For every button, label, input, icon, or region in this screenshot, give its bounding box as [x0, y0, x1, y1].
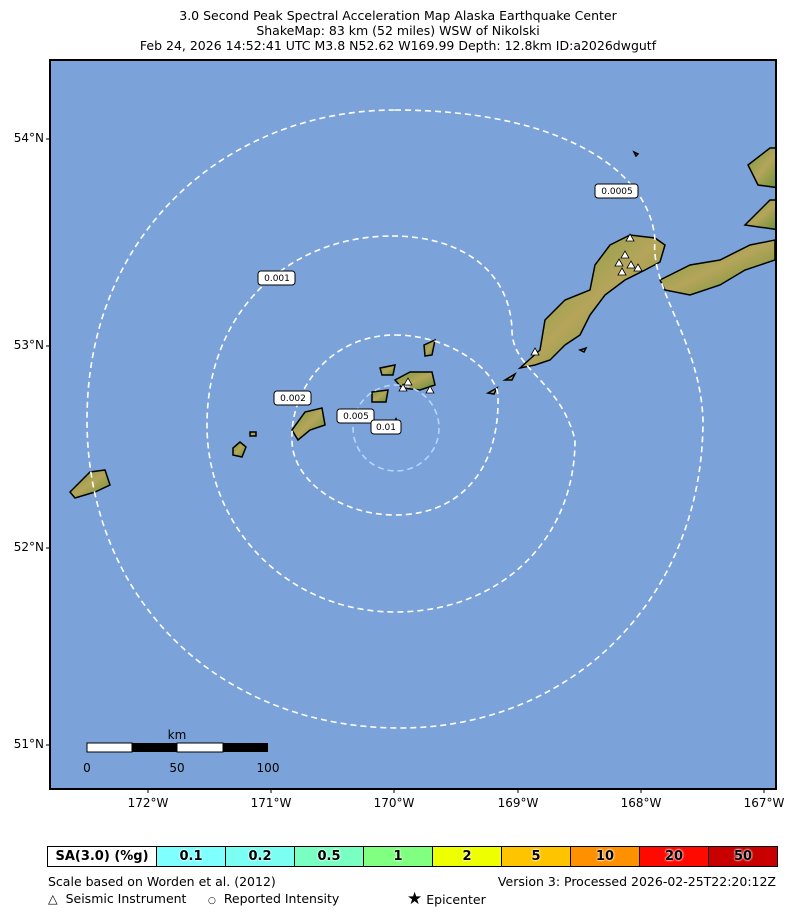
- contour-label: 0.005: [343, 412, 369, 422]
- version-note: Version 3: Processed 2026-02-25T22:20:12…: [497, 874, 776, 889]
- lon-tick: 168°W: [620, 796, 662, 810]
- contour-label: 0.002: [280, 394, 306, 404]
- ocean: [51, 61, 775, 788]
- seismic-instrument-label: Seismic Instrument: [65, 891, 187, 906]
- svg-text:km: km: [168, 728, 187, 742]
- svg-text:0: 0: [83, 761, 91, 775]
- legend-bin: 2: [432, 847, 501, 866]
- seismic-stations: [398, 233, 643, 394]
- legend-bin: 50: [708, 847, 777, 866]
- lat-tick: 53°N: [13, 338, 44, 352]
- title-line-3: Feb 24, 2026 14:52:41 UTC M3.8 N52.62 W1…: [139, 38, 657, 53]
- contour-label: 0.01: [376, 423, 396, 433]
- scale-note: Scale based on Worden et al. (2012): [48, 874, 276, 889]
- legend-bin: 10: [570, 847, 639, 866]
- svg-text:50: 50: [169, 761, 184, 775]
- legend-bin: 1: [363, 847, 432, 866]
- legend-bin: 5: [501, 847, 570, 866]
- title-line-1: 3.0 Second Peak Spectral Acceleration Ma…: [179, 8, 617, 23]
- lat-tick: 52°N: [13, 540, 44, 554]
- intensity-legend: SA(3.0) (%g) 0.1 0.2 0.5 1 2 5 10 20 50: [47, 846, 778, 867]
- legend-bin: 0.1: [156, 847, 225, 866]
- lon-tick: 171°W: [250, 796, 292, 810]
- scale-bar: km 0 50 100: [83, 728, 279, 775]
- contour-0.005: [352, 384, 440, 472]
- circle-icon: ○: [208, 896, 216, 906]
- triangle-icon: △: [48, 891, 58, 906]
- legend-bin: 20: [639, 847, 708, 866]
- star-icon: ★: [407, 889, 423, 909]
- contour-label: 0.0005: [601, 187, 633, 197]
- lon-tick: 167°W: [743, 796, 785, 810]
- lon-tick: 172°W: [127, 796, 169, 810]
- contours: [86, 109, 704, 729]
- map-frame: [49, 59, 777, 790]
- lon-tick: 170°W: [373, 796, 415, 810]
- legend-label: SA(3.0) (%g): [48, 847, 156, 866]
- contour-label: 0.001: [264, 274, 290, 284]
- contour-0.0005: [86, 109, 704, 729]
- epicenter-label: Epicenter: [426, 892, 486, 907]
- lon-tick: 169°W: [497, 796, 539, 810]
- lat-tick: 51°N: [13, 737, 44, 751]
- legend-bin: 0.5: [294, 847, 363, 866]
- lat-tick: 54°N: [13, 131, 44, 145]
- legend-bin: 0.2: [225, 847, 294, 866]
- svg-text:100: 100: [257, 761, 280, 775]
- contour-0.001: [206, 235, 576, 613]
- reported-intensity-label: Reported Intensity: [223, 891, 340, 906]
- title-line-2: ShakeMap: 83 km (52 miles) WSW of Nikols…: [256, 23, 540, 38]
